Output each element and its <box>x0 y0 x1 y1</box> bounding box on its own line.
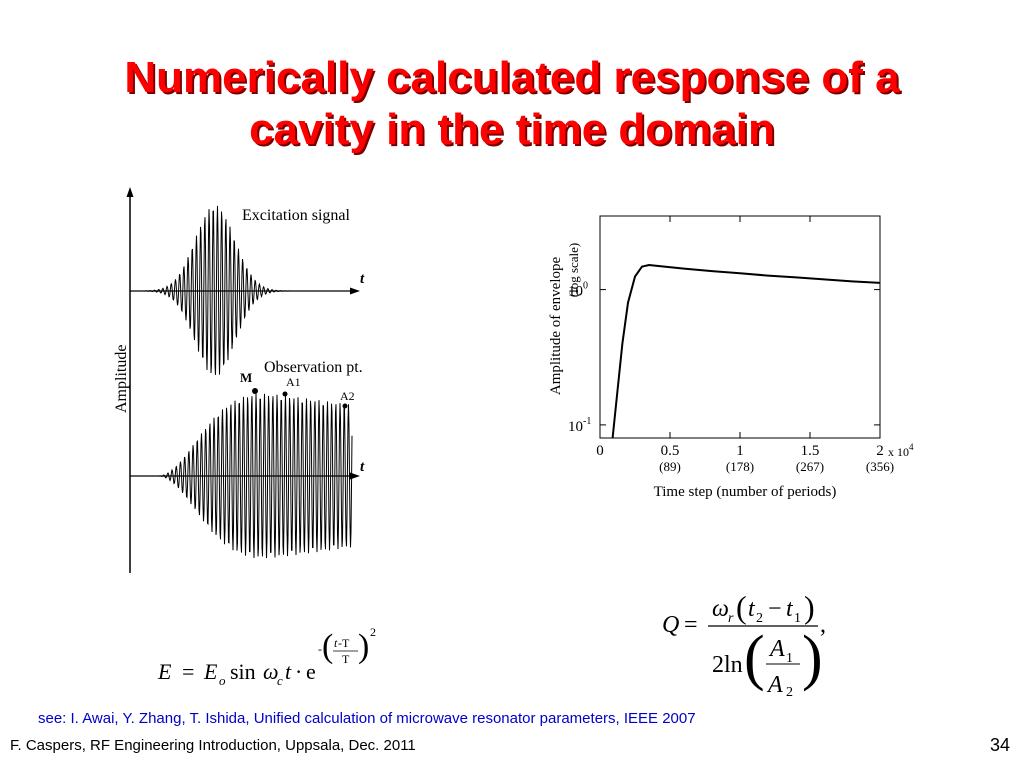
marker-m-label: M <box>240 370 252 385</box>
q-paren-open: ( <box>736 589 747 625</box>
q-a2-sub: 2 <box>786 685 793 700</box>
x-tick-sublabel-4: (356) <box>866 459 894 474</box>
q-t2-sub: 2 <box>756 611 763 626</box>
observation-label: Observation pt. <box>264 359 363 376</box>
q-equals: = <box>684 612 698 638</box>
time-label-top: t <box>360 271 365 287</box>
formula-omega-sub: c <box>277 673 283 688</box>
formula-sin: sin <box>230 659 256 684</box>
title-line-1: Numerically calculated response of a <box>124 53 900 102</box>
page-number: 34 <box>989 735 1010 755</box>
q-t2: t <box>748 596 756 622</box>
q-ln-paren-close: ) <box>802 624 823 692</box>
formula-t: t <box>285 659 292 684</box>
formula-equals: = <box>182 659 194 684</box>
amplitude-label: Amplitude <box>113 345 130 413</box>
footer-credit: F. Caspers, RF Engineering Introduction,… <box>10 737 416 754</box>
formula-omega: ω <box>263 659 279 684</box>
envelope-series-line <box>611 263 881 439</box>
x-tick-sublabel-2: (178) <box>726 459 754 474</box>
q-comma: , <box>820 612 826 638</box>
q-symbol: Q <box>662 612 679 638</box>
waveform-figure: Excitation signal Observation pt. t t Am… <box>113 187 365 573</box>
q-a1-sub: 1 <box>786 651 793 666</box>
q-a1: A <box>768 636 785 662</box>
formula-e: E <box>157 659 172 684</box>
q-omega: ω <box>712 596 729 622</box>
formula-e0: E <box>203 659 218 684</box>
observation-waveform <box>150 393 353 559</box>
title-line-2: cavity in the time domain <box>249 105 775 154</box>
formula-exp-e: e <box>306 659 316 684</box>
q-ln-paren-open: ( <box>744 624 765 692</box>
marker-a1-dot <box>282 391 288 397</box>
x-ticks: 0 0.5(89) 1(178) 1.5(267) 2(356) <box>596 216 894 474</box>
x-tick-sublabel-3: (267) <box>796 459 824 474</box>
exponent-minus-t: -T <box>338 636 350 650</box>
exponent-denominator: T <box>342 652 350 666</box>
exponent-square: 2 <box>370 625 376 639</box>
q-minus: − <box>768 596 782 622</box>
y-axis-sublabel: (log scale) <box>566 243 581 298</box>
y-ticks: 100 10-1 <box>568 281 880 435</box>
marker-m-dot <box>252 388 258 394</box>
q-t1-sub: 1 <box>794 611 801 626</box>
q-two: 2 <box>712 652 724 678</box>
y-axis-label: Amplitude of envelope <box>548 257 564 396</box>
excitation-formula: E = E o sin ω c t · e - ( t -T T ) 2 <box>157 625 376 688</box>
y-tick-label-0: 100 <box>568 281 588 300</box>
x-tick-label-4: 2 <box>876 443 884 459</box>
formula-e0-sub: o <box>219 673 226 688</box>
q-factor-formula: Q = ω r ( t 2 − t 1 ) 2 ln ( A 1 A 2 ) , <box>662 589 826 700</box>
y-tick-label-1: 10-1 <box>568 416 591 435</box>
slide-title: Numerically calculated response of a cav… <box>0 52 1024 156</box>
excitation-label: Excitation signal <box>242 207 351 224</box>
x-tick-label-0: 0 <box>596 443 604 459</box>
marker-a2-dot <box>342 403 348 409</box>
amplitude-axis-arrow <box>126 187 134 197</box>
x-tick-label-1: 0.5 <box>661 443 680 459</box>
x-multiplier: x 104 <box>888 442 914 459</box>
q-t1: t <box>786 596 794 622</box>
exponent-paren-open: ( <box>322 628 333 665</box>
time-axis-bottom-arrow <box>350 472 360 480</box>
q-ln: ln <box>724 652 743 678</box>
x-tick-label-2: 1 <box>736 443 744 459</box>
time-label-bottom: t <box>360 459 365 475</box>
reference-citation: see: I. Awai, Y. Zhang, T. Ishida, Unifi… <box>38 710 696 727</box>
x-axis-label: Time step (number of periods) <box>654 484 837 500</box>
plot-frame <box>599 215 881 439</box>
exponent-minus: - <box>318 642 322 656</box>
envelope-chart: 100 10-1 0 0.5(89) 1(178) 1.5(267) 2(356) Amp… <box>548 215 914 500</box>
exponent-t: t <box>334 636 338 650</box>
q-omega-sub: r <box>728 611 734 626</box>
q-a2: A <box>766 672 783 698</box>
time-axis-top-arrow <box>350 287 360 295</box>
x-tick-label-3: 1.5 <box>801 443 820 459</box>
formula-dot: · <box>295 659 302 684</box>
marker-a1-label: A1 <box>286 375 301 389</box>
q-paren-close: ) <box>804 589 815 625</box>
exponent-paren-close: ) <box>358 628 369 665</box>
excitation-waveform <box>144 205 305 375</box>
marker-a2-label: A2 <box>340 389 355 403</box>
x-tick-sublabel-1: (89) <box>659 459 681 474</box>
